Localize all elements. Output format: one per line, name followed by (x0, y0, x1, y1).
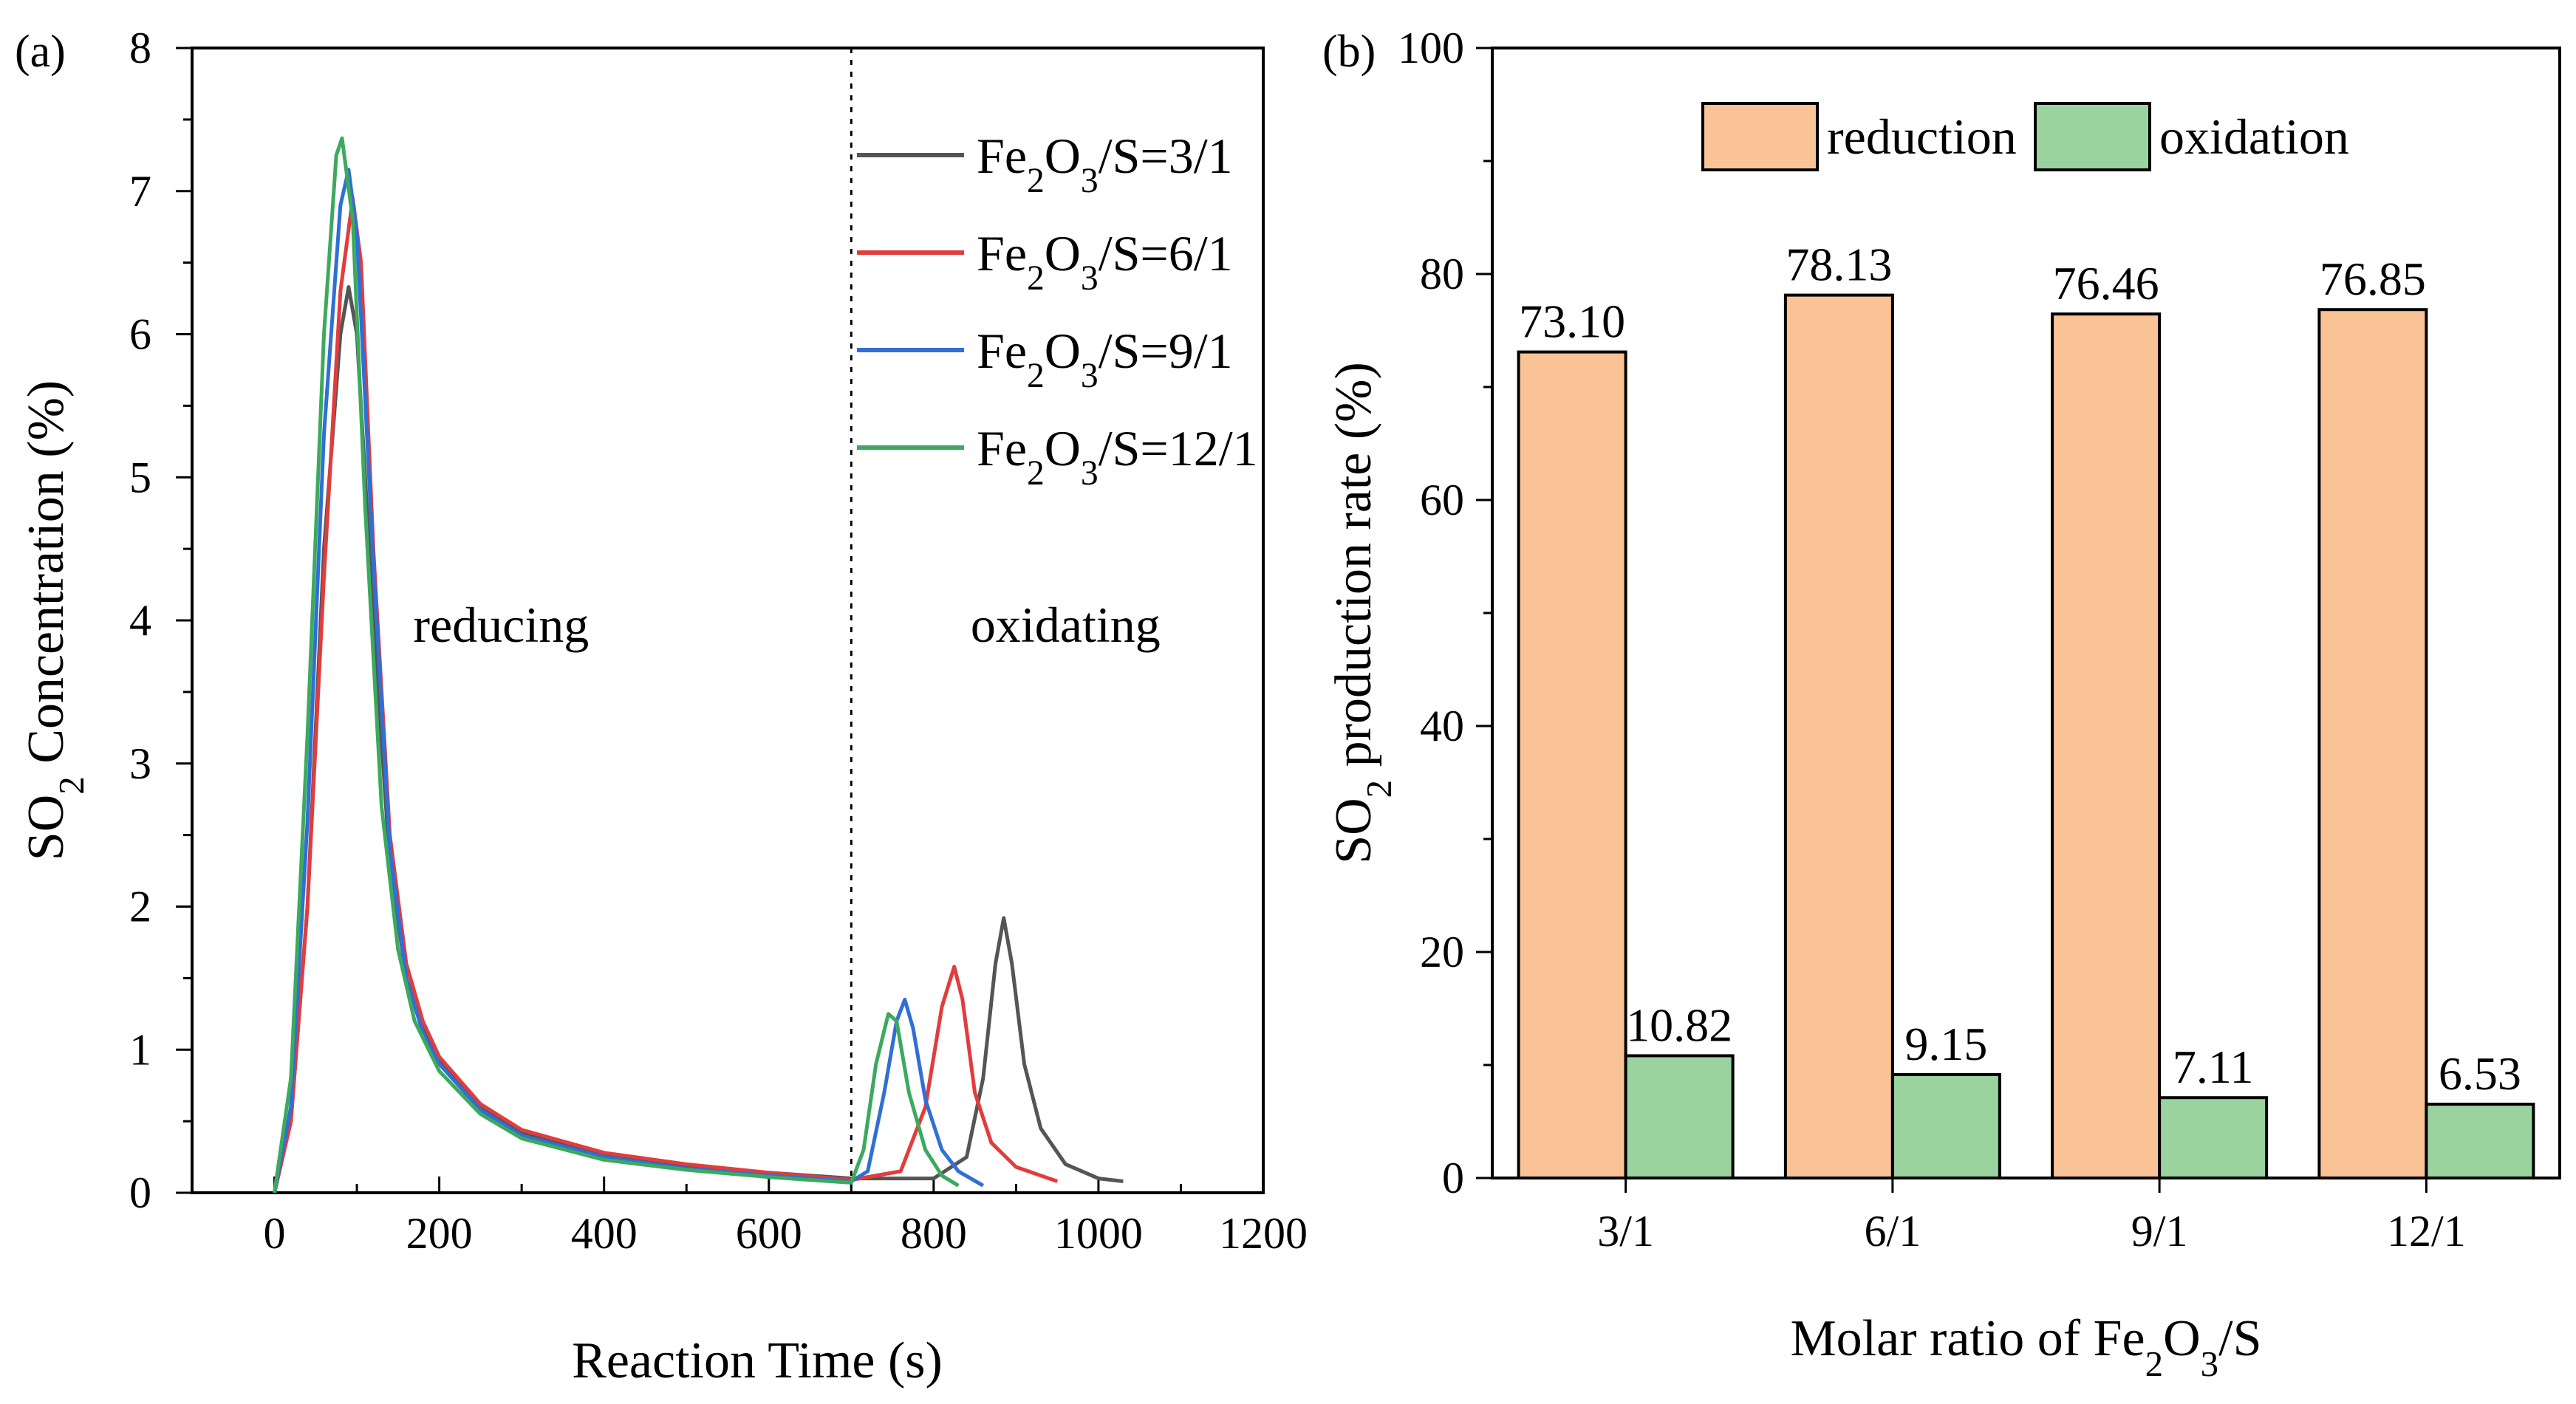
panel-b-bar-chart: (b) 0 20 40 60 80 100 3/1 73.10 10.82 6/1 78.13 9.1… (1322, 24, 2561, 1384)
legend-label-part: 2 (1027, 454, 1045, 493)
legend-label-part: Fe (977, 225, 1027, 281)
y-axis-label-part: SO (18, 795, 75, 860)
panel-a-line-chart: (a) 0 200 400 600 800 1000 1200012345678Reacti… (15, 24, 1308, 1389)
legend-label-part: 2 (1027, 162, 1045, 200)
y-tick-label: 2 (129, 883, 151, 931)
legend-label-part: 2 (1027, 357, 1045, 395)
legend-label: Fe2O3/S=6/1 (977, 225, 1233, 298)
legend-label-part: Fe (977, 128, 1027, 184)
legend-label-part: /S=3/1 (1099, 128, 1233, 184)
legend-label: Fe2O3/S=3/1 (977, 128, 1233, 200)
x-tick-label: 1000 (1054, 1209, 1143, 1258)
y-tick-label: 4 (129, 596, 151, 645)
legend-label-part: 3 (1081, 357, 1099, 395)
bar-oxidation (2425, 1103, 2535, 1179)
legend-label-part: O (1045, 323, 1081, 379)
legend-label-part: O (1045, 225, 1081, 281)
y-tick-label: 100 (1398, 24, 1464, 72)
legend-swatch-oxidation (2034, 102, 2151, 171)
panel-b-legend: reduction oxidation (1701, 102, 2349, 171)
bar-value-label: 78.13 (1786, 239, 1892, 291)
category-label: 9/1 (2131, 1207, 2188, 1256)
legend-label-part: 3 (1081, 259, 1099, 298)
y-tick-label: 40 (1420, 702, 1464, 750)
legend-label-part: 3 (1081, 454, 1099, 493)
legend-label-part: 3 (1081, 162, 1099, 200)
series-line-3 (273, 168, 985, 1194)
legend-swatch-reduction (1701, 102, 1819, 171)
phase-annotation-reducing: reducing (413, 597, 589, 653)
y-axis-label-part: 2 (51, 776, 92, 795)
y-tick-label: 8 (129, 24, 151, 72)
y-tick-label: 60 (1420, 476, 1464, 524)
y-tick-label: 0 (1442, 1154, 1464, 1202)
legend-label-part: Fe (977, 323, 1027, 379)
panel-b-tag: (b) (1322, 27, 1376, 77)
y-axis-label: SO2 production rate (%) (1325, 362, 1399, 864)
y-tick-label: 3 (129, 739, 151, 788)
bar-value-label: 6.53 (2439, 1047, 2521, 1100)
x-tick-label: 200 (406, 1209, 473, 1258)
legend-label-part: Fe (977, 420, 1027, 476)
bar-value-label: 73.10 (1519, 295, 1625, 348)
legend-label: Fe2O3/S=12/1 (977, 420, 1258, 493)
legend-label-part: /S=12/1 (1099, 420, 1258, 476)
y-axis-label-part: SO (1325, 798, 1382, 863)
bar-oxidation (2158, 1096, 2269, 1180)
legend-label-part: 2 (1027, 259, 1045, 298)
bar-reduction (2051, 312, 2162, 1179)
y-tick-label: 5 (129, 453, 151, 501)
y-tick-label: 0 (129, 1168, 151, 1217)
bar-value-label: 76.85 (2320, 253, 2426, 305)
x-tick-label: 400 (571, 1209, 638, 1258)
x-axis-label: Molar ratio of Fe2O3/S (1790, 1310, 2261, 1384)
bar-value-label: 10.82 (1626, 999, 1732, 1051)
y-tick-label: 1 (129, 1025, 151, 1074)
category-label: 3/1 (1597, 1207, 1654, 1256)
phase-annotation-oxidating: oxidating (971, 597, 1161, 653)
legend-label: Fe2O3/S=9/1 (977, 323, 1233, 395)
legend-label-part: O (1045, 128, 1081, 184)
x-axis-label-part: /S (2218, 1310, 2261, 1367)
bar-value-label: 7.11 (2173, 1041, 2254, 1093)
y-tick-label: 7 (129, 167, 151, 216)
y-axis-label-part: 2 (1359, 780, 1399, 798)
y-tick-label: 80 (1420, 250, 1464, 298)
series-line-4 (273, 136, 960, 1194)
y-tick-label: 6 (129, 310, 151, 359)
panel-a-tag: (a) (15, 27, 66, 77)
legend-label: oxidation (2159, 109, 2349, 165)
x-axis-label-part: O (2163, 1310, 2201, 1367)
x-axis-label-part: 2 (2145, 1343, 2164, 1384)
x-axis-label-part: Molar ratio of Fe (1790, 1310, 2145, 1367)
x-tick-label: 1200 (1219, 1209, 1308, 1258)
x-tick-label: 800 (901, 1209, 967, 1258)
x-axis-label: Reaction Time (s) (572, 1332, 943, 1389)
bar-oxidation (1624, 1054, 1735, 1179)
y-axis-label: SO2 Concentration (%) (18, 380, 92, 860)
category-label: 12/1 (2387, 1207, 2466, 1256)
x-tick-label: 0 (264, 1209, 286, 1258)
x-tick-label: 600 (736, 1209, 802, 1258)
bar-value-label: 76.46 (2053, 257, 2159, 309)
legend-label-part: /S=6/1 (1099, 225, 1233, 281)
y-tick-label: 20 (1420, 928, 1464, 976)
y-axis-label-part: Concentration (%) (18, 380, 75, 776)
x-axis-label-part: 3 (2201, 1343, 2219, 1384)
legend-label-part: /S=9/1 (1099, 323, 1233, 379)
bar-reduction (2317, 308, 2428, 1180)
bar-oxidation (1890, 1073, 2001, 1179)
series-line-2 (273, 196, 1059, 1194)
legend-label: reduction (1827, 109, 2017, 165)
bar-value-label: 9.15 (1904, 1018, 1987, 1070)
legend-label-part: O (1045, 420, 1081, 476)
y-axis-label-part: production rate (%) (1325, 362, 1382, 780)
panel-a-legend: Fe2O3/S=3/1Fe2O3/S=6/1Fe2O3/S=9/1Fe2O3/S… (857, 128, 1258, 493)
bar-reduction (1783, 293, 1894, 1180)
bar-reduction (1517, 350, 1627, 1180)
category-label: 6/1 (1865, 1207, 1921, 1256)
